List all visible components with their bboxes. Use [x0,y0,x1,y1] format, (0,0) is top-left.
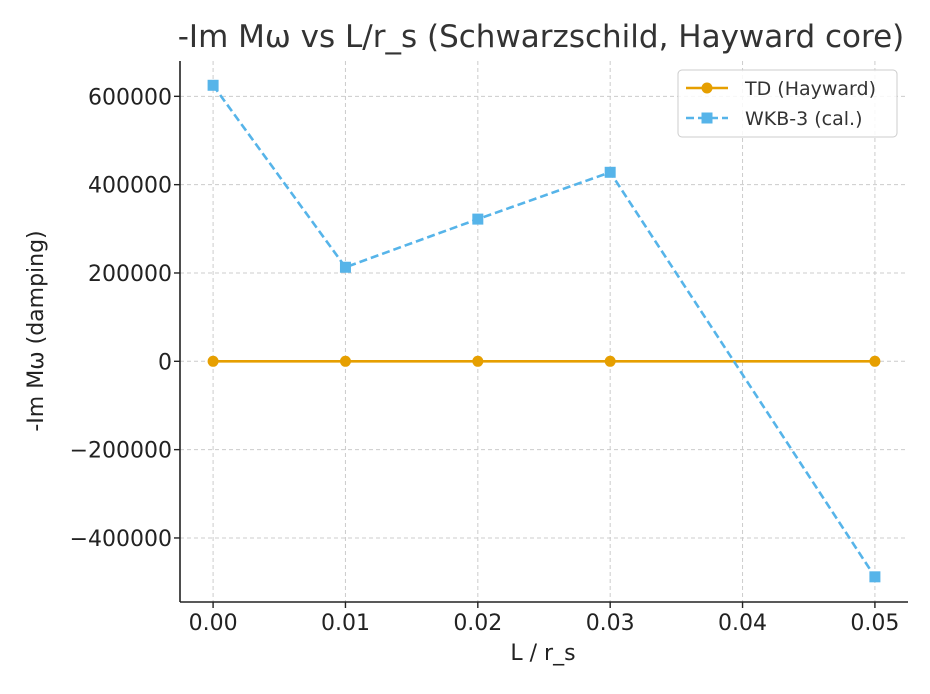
x-tick-label: 0.02 [453,611,502,636]
y-tick-label: −400000 [70,527,172,552]
axes-layer: 0.00 0.01 0.02 0.03 0.04 0.05 600000 400000 2000… [70,61,908,636]
data-point-marker [472,213,484,225]
legend-label-1: TD (Hayward) [744,78,876,100]
x-tick-label: 0.00 [189,611,238,636]
x-tick-label: 0.03 [586,611,635,636]
chart-title: -Im Mω vs L/r_s (Schwarzschild, Hayward … [178,19,905,55]
x-tick-label: 0.01 [321,611,370,636]
x-axis-label: L / r_s [510,641,575,666]
legend-marker-2 [701,112,713,124]
x-tick-label: 0.05 [850,611,899,636]
x-tick-label: 0.04 [718,611,767,636]
y-tick-label: 600000 [88,85,172,110]
data-point-marker [604,166,616,178]
data-point-marker [869,355,881,367]
data-point-marker [339,355,351,367]
data-point-marker [604,355,616,367]
series-line-2 [212,84,876,578]
y-tick-label: 200000 [88,262,172,287]
legend-marker-1 [701,82,713,94]
data-point-marker [472,355,484,367]
legend-box [677,69,898,138]
data-point-marker [339,261,351,273]
data-point-marker [869,571,881,583]
series-layer [207,79,881,583]
legend: TD (Hayward) WKB-3 (cal.) [677,69,898,138]
y-tick-label: 0 [158,350,172,375]
y-tick-label: 400000 [88,174,172,199]
data-point-marker [207,355,219,367]
y-tick-label: −200000 [70,439,172,464]
data-point-marker [207,79,219,91]
legend-label-2: WKB-3 (cal.) [745,108,863,130]
grid-layer [180,61,908,602]
y-axis-label: -Im Mω (damping) [24,230,49,431]
